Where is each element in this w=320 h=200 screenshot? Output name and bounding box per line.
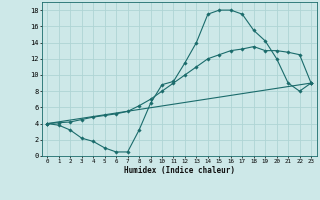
X-axis label: Humidex (Indice chaleur): Humidex (Indice chaleur) — [124, 166, 235, 175]
